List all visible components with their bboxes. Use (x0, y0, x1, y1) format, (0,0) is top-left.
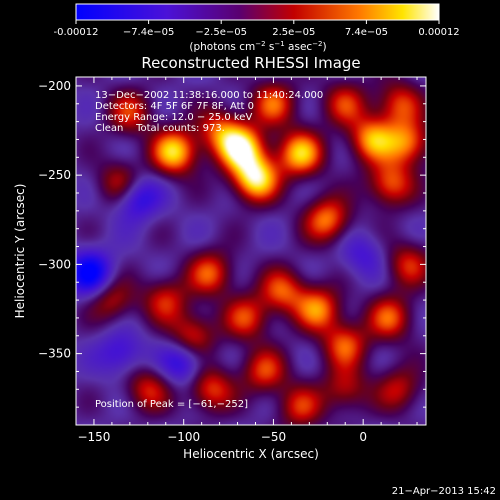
annotation-detectors: Detectors: 4F 5F 6F 7F 8F, Att 0 (95, 101, 254, 112)
colorbar-tick-label: 2.5e−05 (272, 27, 315, 38)
x-tick-label: −150 (77, 430, 110, 444)
annotation-time: 13−Dec−2002 11:38:16.000 to 11:40:24.000 (95, 90, 323, 101)
annotation-energy: Energy Range: 12.0 − 25.0 keV (95, 112, 252, 123)
colorbar-tick-label: −2.5e−05 (195, 27, 247, 38)
colorbar-ticks: -0.00012 −7.4e−05 −2.5e−05 2.5e−05 7.4e−05 0.… (54, 20, 460, 38)
x-axis-label: Heliocentric X (arcsec) (183, 447, 319, 461)
colorbar-tick-label: −7.4e−05 (123, 27, 175, 38)
colorbar-unit-label: (photons cm−2 s−1 asec−2) (189, 40, 326, 53)
annotation-clean: Clean Total counts: 973. (95, 123, 225, 134)
plot-frame (75, 76, 427, 426)
x-tick-label: −50 (261, 430, 286, 444)
chart-title: Reconstructed RHESSI Image (141, 54, 360, 72)
y-tick-label: −350 (38, 347, 71, 361)
x-tick-label: −100 (167, 430, 200, 444)
colorbar (75, 3, 440, 21)
peak-position-label: Position of Peak = [−61,−252] (95, 399, 248, 410)
heatmap-image (76, 77, 426, 425)
y-tick-label: −300 (38, 257, 71, 271)
axes: −150 −100 −50 0 −200 −250 −300 −350 (38, 77, 426, 444)
y-tick-label: −250 (38, 168, 71, 182)
x-tick-label: 0 (359, 430, 367, 444)
colorbar-tick-label: 7.4e−05 (345, 27, 388, 38)
colorbar-tick-label: -0.00012 (54, 27, 99, 38)
y-tick-label: −200 (38, 79, 71, 93)
colorbar-tick-label: 0.00012 (418, 27, 459, 38)
y-axis-label: Heliocentric Y (arcsec) (13, 184, 27, 319)
timestamp: 21−Apr−2013 15:42 (392, 486, 496, 497)
